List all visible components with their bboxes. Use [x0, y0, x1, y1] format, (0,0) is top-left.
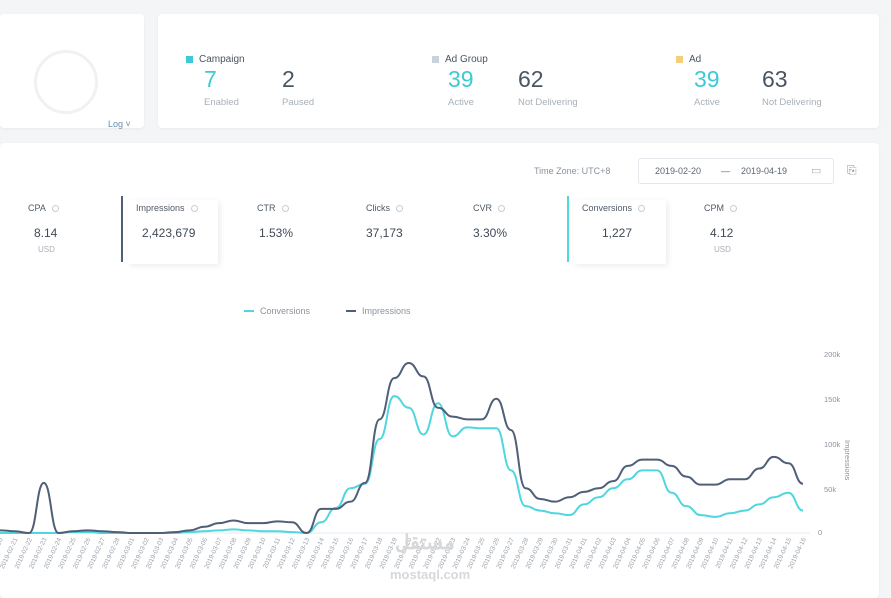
info-icon[interactable] — [396, 205, 403, 213]
ad-not-delivering-label: Not Delivering — [762, 97, 822, 108]
ad-active-count[interactable]: 39 — [694, 66, 720, 92]
metric-name: CPM — [704, 203, 724, 213]
ad-active-label: Active — [694, 97, 720, 108]
metric-impressions[interactable]: Impressions 2,423,679 — [128, 200, 218, 264]
export-icon[interactable]: ⎘ — [847, 163, 857, 177]
ad-group: Ad — [676, 54, 701, 65]
watermark-logo: مستقل — [395, 532, 455, 554]
adgroup-active-label: Active — [448, 97, 474, 108]
legend-conversions[interactable]: Conversions — [244, 306, 310, 316]
metric-unit: USD — [38, 245, 55, 254]
info-icon[interactable] — [51, 205, 59, 213]
campaign-title: Campaign — [199, 54, 245, 65]
calendar-icon: ▭ — [811, 165, 822, 177]
metric-name: CTR — [257, 203, 276, 213]
adgroup-not-delivering-label: Not Delivering — [518, 97, 578, 108]
campaign-enabled-count[interactable]: 7 — [204, 66, 217, 92]
legend-label: Impressions — [362, 306, 411, 316]
metric-ctr[interactable]: CTR 1.53% — [257, 200, 347, 264]
metric-name: Impressions — [136, 203, 185, 213]
ad-color-icon — [676, 56, 683, 63]
y-tick-label: 150k — [824, 395, 841, 404]
metric-value: 8.14 — [34, 226, 58, 240]
ad-not-delivering-count[interactable]: 63 — [762, 66, 788, 92]
campaign-enabled-label: Enabled — [204, 97, 239, 108]
y-axis-title: Impressions — [843, 440, 852, 481]
legend-impressions[interactable]: Impressions — [346, 306, 411, 316]
y-tick-label: 100k — [824, 440, 841, 449]
adgroup-color-icon — [432, 56, 439, 63]
metric-name: Conversions — [582, 203, 633, 213]
chevron-down-icon: ˅ — [125, 119, 131, 129]
y-tick-label: 200k — [824, 350, 841, 359]
info-icon[interactable] — [190, 205, 198, 213]
metric-clicks[interactable]: Clicks 37,173 — [366, 200, 456, 264]
impressions-selected-indicator — [121, 196, 123, 262]
metric-conversions[interactable]: Conversions 1,227 — [574, 200, 666, 264]
adgroup-group: Ad Group — [432, 54, 488, 65]
metric-name: Clicks — [366, 203, 390, 213]
metric-value: 37,173 — [366, 226, 403, 240]
campaign-paused-count[interactable]: 2 — [282, 66, 295, 92]
legend-line-icon — [346, 310, 356, 312]
info-icon[interactable] — [281, 205, 289, 213]
metric-cpa[interactable]: CPA 8.14 USD — [28, 200, 118, 264]
metric-value: 3.30% — [473, 226, 508, 240]
adgroup-not-delivering-count[interactable]: 62 — [518, 66, 544, 92]
y-tick-label: 0 — [818, 528, 823, 537]
ring-chart — [34, 50, 98, 114]
info-icon[interactable] — [498, 205, 506, 213]
adgroup-active-count[interactable]: 39 — [448, 66, 474, 92]
ad-title: Ad — [689, 54, 702, 65]
metric-name: CVR — [473, 203, 493, 213]
metric-unit: USD — [714, 245, 731, 254]
date-range-picker[interactable]: 2019-02-20 — 2019-04-19 ▭ — [638, 158, 834, 184]
legend-label: Conversions — [260, 306, 311, 316]
metric-value: 1.53% — [259, 226, 294, 240]
metric-value: 2,423,679 — [142, 226, 196, 240]
metric-value: 4.12 — [710, 226, 734, 240]
info-icon[interactable] — [730, 205, 737, 213]
timezone-label: Time Zone: UTC+8 — [534, 166, 611, 176]
campaign-paused-label: Paused — [282, 97, 315, 108]
overview-card: Log ˅ — [0, 14, 144, 129]
date-start: 2019-02-20 — [655, 166, 702, 176]
campaign-group: Campaign — [186, 54, 245, 65]
date-separator: — — [721, 166, 730, 176]
metric-name: CPA — [28, 203, 46, 213]
adgroup-title: Ad Group — [445, 54, 488, 65]
metric-cvr[interactable]: CVR 3.30% — [473, 200, 563, 264]
y-tick-label: 50k — [824, 485, 837, 494]
date-end: 2019-04-19 — [741, 166, 788, 176]
metric-cpm[interactable]: CPM 4.12 USD — [704, 200, 794, 264]
info-icon[interactable] — [638, 205, 646, 213]
status-counts-card: Campaign 7 Enabled 2 Paused Ad Group 39 … — [158, 14, 879, 128]
legend-line-icon — [244, 310, 254, 312]
log-link-label: Log — [108, 119, 124, 129]
log-link[interactable]: Log ˅ — [108, 119, 131, 129]
conversions-selected-indicator — [567, 196, 569, 262]
metric-value: 1,227 — [602, 226, 633, 240]
campaign-color-icon — [186, 56, 193, 63]
watermark-site: mostaql.com — [390, 567, 471, 582]
